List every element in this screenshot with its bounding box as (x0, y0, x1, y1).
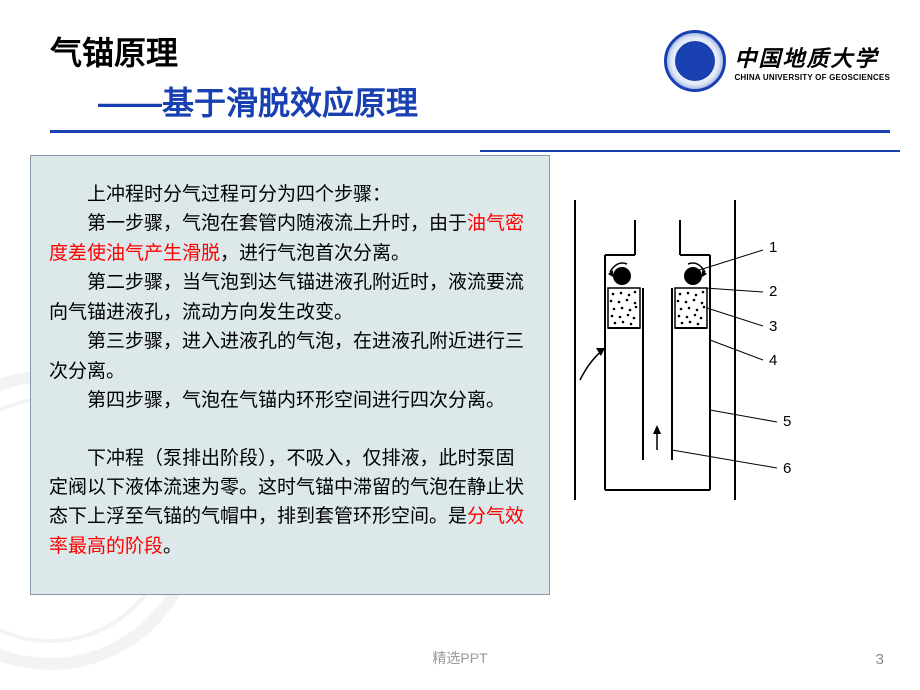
svg-text:4: 4 (769, 352, 777, 369)
page-number: 3 (876, 651, 884, 668)
header-divider (480, 150, 900, 152)
content-textbox: 上冲程时分气过程可分为四个步骤： 第一步骤，气泡在套管内随液流上升时，由于油气密… (30, 155, 550, 595)
paragraph-downstroke: 下冲程（泵排出阶段），不吸入，仅排液，此时泵固定阀以下液体流速为零。这时气锚中滞… (49, 444, 531, 562)
footer-watermark: 精选PPT (432, 648, 487, 668)
diagram-svg: 1 2 3 4 5 6 (565, 200, 795, 510)
logo-name-en: CHINA UNIVERSITY OF GEOSCIENCES (734, 73, 890, 82)
svg-text:1: 1 (769, 239, 777, 256)
paragraph-step2: 第二步骤，当气泡到达气锚进液孔附近时，液流要流向气锚进液孔，流动方向发生改变。 (49, 268, 531, 327)
svg-text:5: 5 (783, 413, 791, 430)
logo-text: 中国地质大学 CHINA UNIVERSITY OF GEOSCIENCES (734, 41, 890, 82)
paragraph-intro: 上冲程时分气过程可分为四个步骤： (49, 180, 531, 209)
logo-name-cn: 中国地质大学 (734, 41, 890, 73)
gas-anchor-diagram: 1 2 3 4 5 6 排气阀排气孔气帽进液孔外壳吸入管 (565, 200, 905, 520)
logo-emblem (664, 30, 726, 92)
paragraph-step3: 第三步骤，进入进液孔的气泡，在进液孔附近进行三次分离。 (49, 327, 531, 386)
svg-text:2: 2 (769, 283, 777, 300)
university-logo: 中国地质大学 CHINA UNIVERSITY OF GEOSCIENCES (664, 30, 890, 92)
svg-text:3: 3 (769, 318, 777, 335)
svg-text:6: 6 (783, 460, 791, 477)
paragraph-step4: 第四步骤，气泡在气锚内环形空间进行四次分离。 (49, 386, 531, 415)
paragraph-step1: 第一步骤，气泡在套管内随液流上升时，由于油气密度差使油气产生滑脱，进行气泡首次分… (49, 209, 531, 268)
